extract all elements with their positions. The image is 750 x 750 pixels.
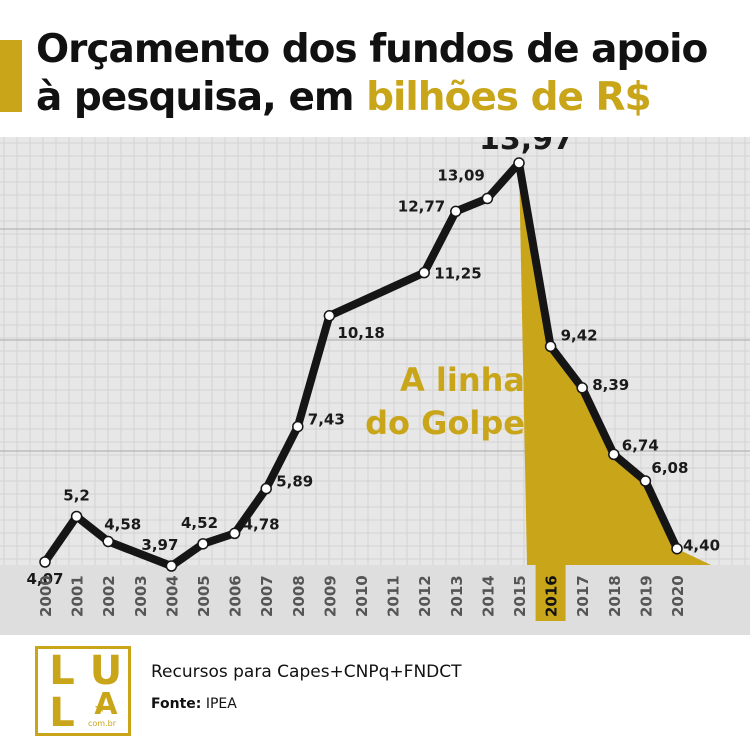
data-point-2000 (39, 556, 51, 568)
x-tick-label-2015: 2015 (511, 575, 529, 617)
data-point-2016 (544, 340, 557, 353)
x-tick-label-2002: 2002 (100, 575, 118, 617)
data-point-2001 (70, 510, 83, 523)
annotation-line-1: A linha (400, 361, 525, 399)
footer (0, 636, 750, 750)
footer-source: Fonte: IPEA (151, 696, 237, 712)
data-label-2000: 4,07 (26, 570, 63, 588)
x-tick-label-2005: 2005 (195, 575, 213, 617)
x-tick-label-2016: 2016 (543, 575, 561, 617)
data-label-2018: 6,74 (622, 436, 659, 454)
logo-letter-1: L (49, 648, 75, 694)
footer-note: Recursos para Capes+CNPq+FNDCT (151, 662, 462, 682)
title-highlight: bilhões de R$ (366, 75, 652, 120)
x-tick-label-2009: 2009 (321, 575, 339, 617)
data-point-2013 (450, 205, 462, 218)
x-tick-label-2007: 2007 (258, 575, 276, 617)
x-tick-label-2014: 2014 (479, 575, 497, 617)
data-label-2016: 9,42 (561, 326, 598, 344)
star-icon: ★ (94, 701, 106, 716)
data-point-2007 (260, 482, 272, 495)
data-point-2019 (639, 475, 652, 487)
golpe-area (519, 163, 711, 565)
logo-domain: com.br (88, 719, 116, 728)
data-label-2020: 4,40 (683, 537, 720, 555)
data-label-2004: 3,97 (141, 536, 178, 554)
data-point-2002 (102, 535, 114, 548)
annotation-line-2: do Golpe (365, 404, 525, 442)
data-label-2006: 4,78 (243, 515, 280, 533)
data-point-2017 (576, 382, 588, 394)
x-tick-label-2019: 2019 (637, 575, 655, 617)
data-point-2004 (165, 560, 178, 572)
data-point-2009 (323, 310, 336, 322)
data-label-2008: 7,43 (308, 411, 345, 429)
highlight-year-box (535, 565, 566, 621)
data-point-2008 (292, 420, 304, 433)
data-label-2005: 4,52 (181, 514, 218, 532)
data-label-2015: 13,97 (479, 137, 574, 157)
chart-area: 4,07 5,2 4,58 3,97 4,52 4,78 5,89 7,43 10,18 11,2… (0, 137, 750, 635)
data-label-2014: 13,09 (437, 166, 484, 184)
data-label-2002: 4,58 (104, 515, 141, 533)
title-accent-bar (0, 40, 22, 112)
logo-letter-3: L (49, 690, 75, 736)
x-tick-label-2018: 2018 (606, 575, 624, 617)
data-point-2020 (671, 542, 683, 555)
x-tick-label-2011: 2011 (385, 575, 403, 617)
line-chart: 4,07 5,2 4,583,974,52 4,78 5,89 7,43 10,18 11,2… (0, 137, 750, 635)
x-tick-label-2017: 2017 (574, 575, 592, 617)
data-point-2005 (197, 538, 209, 550)
source-value: IPEA (201, 696, 237, 712)
x-tick-label-2013: 2013 (448, 575, 466, 617)
data-label-2007: 5,89 (276, 473, 313, 491)
chart-title: Orçamento dos fundos de apoio à pesquisa… (36, 26, 708, 122)
logo-letter-2: U (89, 648, 123, 694)
title-line-2-prefix: à pesquisa, em (36, 75, 367, 120)
data-label-2013: 12,77 (398, 197, 445, 215)
x-tick-label-2012: 2012 (416, 575, 434, 617)
data-point-2012 (418, 266, 430, 279)
x-tick-label-2000: 2000 (37, 575, 55, 617)
data-point-2018 (608, 448, 620, 461)
logo-letter-4: A (94, 687, 118, 722)
x-tick-label-2004: 2004 (163, 575, 181, 617)
data-label-2009: 10,18 (337, 324, 384, 342)
x-tick-label-2008: 2008 (290, 575, 308, 617)
x-tick-label-2001: 2001 (69, 575, 87, 617)
data-label-2019: 6,08 (651, 459, 688, 477)
series-line (41, 159, 681, 571)
data-point-2006 (228, 527, 241, 540)
x-tick-label-2020: 2020 (669, 575, 687, 617)
source-label: Fonte: (151, 696, 202, 712)
lula-logo: L U L A ★ com.br (35, 646, 131, 736)
x-tick-label-2010: 2010 (353, 575, 371, 617)
x-tick-label-2003: 2003 (132, 575, 150, 617)
data-label-2012: 11,25 (434, 265, 481, 283)
data-label-2017: 8,39 (592, 376, 629, 394)
data-point-2015 (513, 157, 525, 169)
title-line-1: Orçamento dos fundos de apoio (36, 27, 708, 72)
x-axis-band (0, 565, 750, 635)
x-tick-label-2006: 2006 (227, 575, 245, 617)
data-label-2001: 5,2 (63, 486, 90, 504)
data-point-2014 (481, 192, 494, 205)
